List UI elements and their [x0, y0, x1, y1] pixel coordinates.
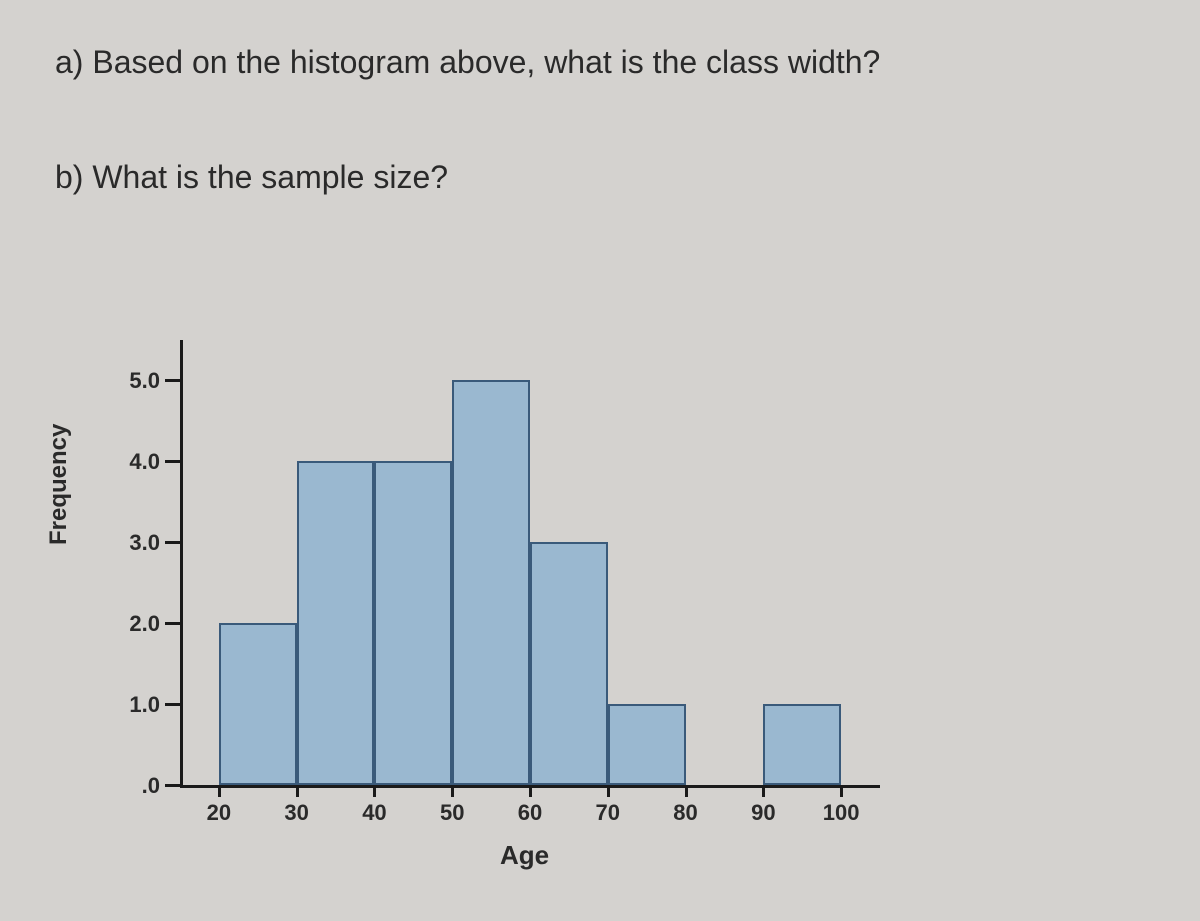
x-tick — [607, 785, 610, 797]
histogram-chart: Frequency .01.02.03.04.05.0 203040506070… — [65, 330, 965, 890]
y-tick-label: 3.0 — [110, 530, 160, 556]
y-tick-label: 5.0 — [110, 368, 160, 394]
histogram-bar — [452, 380, 530, 785]
y-tick — [165, 703, 180, 706]
x-tick — [762, 785, 765, 797]
y-tick-label: 1.0 — [110, 692, 160, 718]
y-tick-label: 2.0 — [110, 611, 160, 637]
x-tick-label: 90 — [738, 800, 788, 826]
y-tick — [165, 784, 180, 787]
histogram-bar — [608, 704, 686, 785]
y-tick-label: .0 — [110, 773, 160, 799]
x-tick-label: 60 — [505, 800, 555, 826]
x-tick — [529, 785, 532, 797]
y-tick — [165, 541, 180, 544]
bars-layer — [180, 340, 880, 785]
x-tick — [451, 785, 454, 797]
x-tick-label: 70 — [583, 800, 633, 826]
x-tick-label: 80 — [661, 800, 711, 826]
plot-area: .01.02.03.04.05.0 2030405060708090100 Ag… — [180, 340, 880, 800]
x-tick-label: 100 — [816, 800, 866, 826]
x-tick-label: 50 — [427, 800, 477, 826]
x-axis-label: Age — [500, 840, 549, 871]
x-tick — [218, 785, 221, 797]
histogram-bar — [530, 542, 608, 785]
y-tick — [165, 622, 180, 625]
y-tick-label: 4.0 — [110, 449, 160, 475]
histogram-bar — [219, 623, 297, 785]
y-tick — [165, 379, 180, 382]
histogram-bar — [297, 461, 375, 785]
histogram-bar — [763, 704, 841, 785]
question-a: a) Based on the histogram above, what is… — [0, 0, 1200, 85]
x-tick — [685, 785, 688, 797]
x-tick — [840, 785, 843, 797]
x-tick — [373, 785, 376, 797]
x-tick — [296, 785, 299, 797]
y-axis-label: Frequency — [45, 424, 73, 545]
x-tick-label: 30 — [272, 800, 322, 826]
y-tick — [165, 460, 180, 463]
x-tick-label: 40 — [349, 800, 399, 826]
question-b: b) What is the sample size? — [0, 85, 1200, 200]
histogram-bar — [374, 461, 452, 785]
x-tick-label: 20 — [194, 800, 244, 826]
